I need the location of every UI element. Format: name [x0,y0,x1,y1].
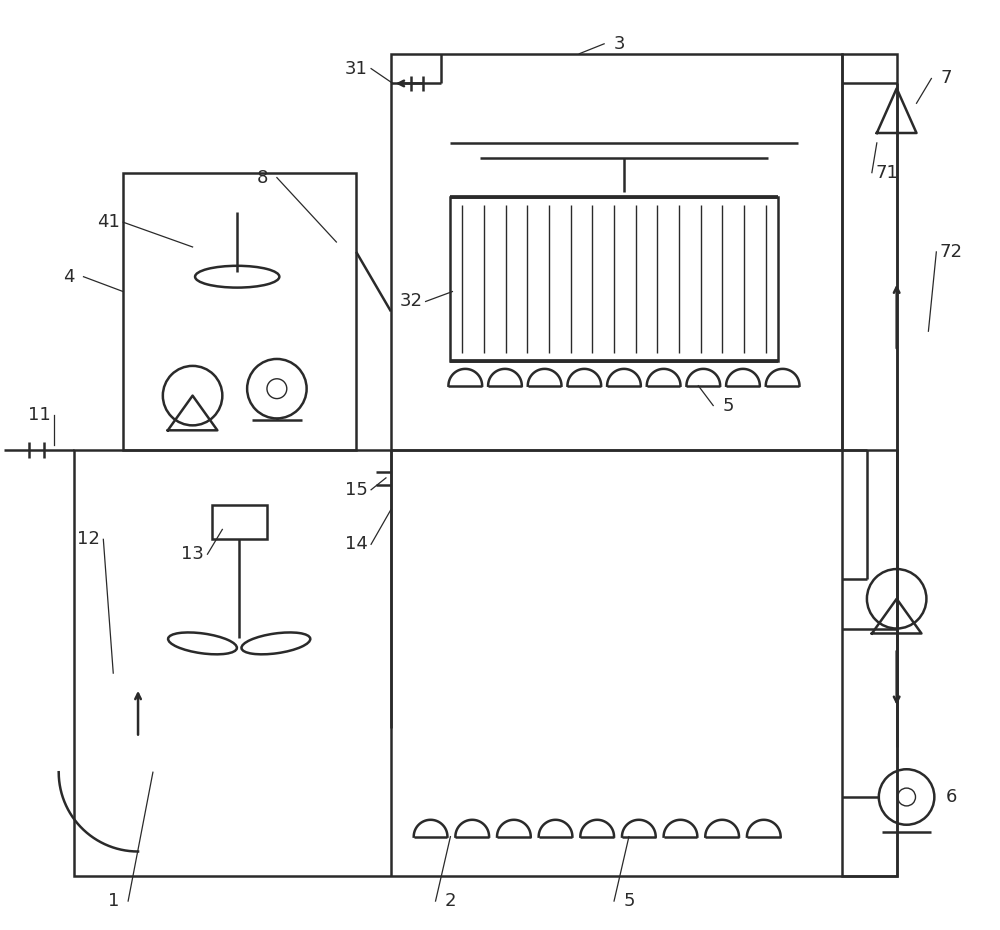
Bar [391,54,842,450]
Text: 71: 71 [875,164,898,181]
Text: 32: 32 [399,292,422,311]
Text: 1: 1 [108,892,119,910]
Text: 6: 6 [946,788,957,806]
Text: 15: 15 [345,481,368,498]
Text: 31: 31 [345,60,368,77]
Bar [123,173,356,450]
Bar [74,450,897,876]
Text: 8: 8 [256,168,268,187]
Text: 11: 11 [28,406,50,424]
Bar [450,197,778,361]
Bar [212,505,267,539]
Text: 12: 12 [77,530,100,549]
Text: 7: 7 [941,70,952,87]
Text: 72: 72 [940,243,963,261]
Text: 5: 5 [722,396,734,415]
Text: 5: 5 [623,892,635,910]
Text: 41: 41 [97,213,120,232]
Text: 13: 13 [181,545,204,564]
Text: 2: 2 [445,892,456,910]
Text: 3: 3 [613,34,625,53]
Bar [842,54,897,876]
Text: 14: 14 [345,536,368,553]
Text: 4: 4 [63,268,74,286]
